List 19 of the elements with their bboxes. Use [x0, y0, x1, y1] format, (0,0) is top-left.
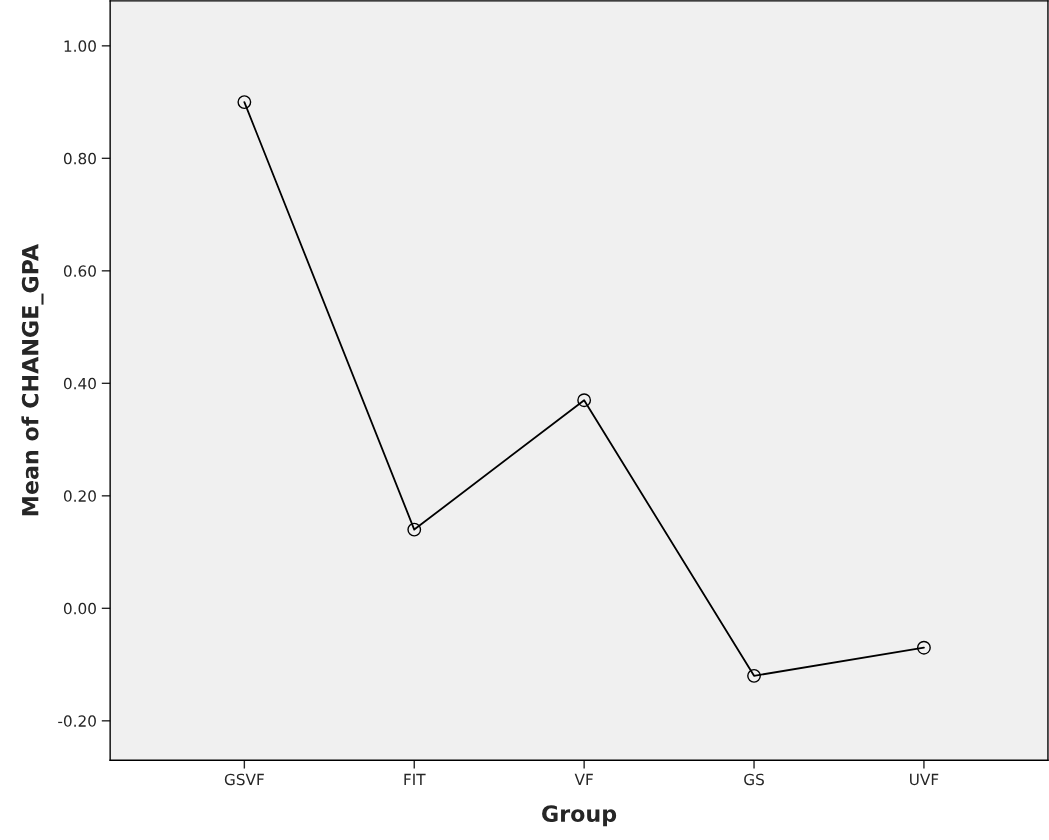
- y-tick-label: 0.40: [63, 377, 96, 390]
- point: [237, 95, 252, 110]
- x-tick-label: GSVF: [224, 773, 264, 786]
- x-tick-label: FIT: [404, 773, 426, 785]
- y-axis-title: Mean of CHANGE_GPA: [21, 243, 44, 516]
- x-tick-label: UVF: [910, 773, 939, 786]
- y-tick-label: 0.60: [63, 265, 96, 277]
- y-tick-label: 0.20: [63, 490, 96, 502]
- y-tick-label: -0.20: [58, 715, 96, 727]
- x-axis-title: Group: [542, 805, 617, 827]
- y-tick-label: 0.00: [63, 602, 96, 615]
- y-tick-label: 0.80: [63, 152, 96, 165]
- point: [577, 393, 592, 408]
- y-tick-label: 1.00: [64, 40, 96, 52]
- x-tick-label: VF: [574, 773, 593, 785]
- x-tick-label: GS: [744, 773, 764, 786]
- point: [916, 640, 931, 655]
- point: [407, 522, 422, 537]
- point: [747, 668, 761, 683]
